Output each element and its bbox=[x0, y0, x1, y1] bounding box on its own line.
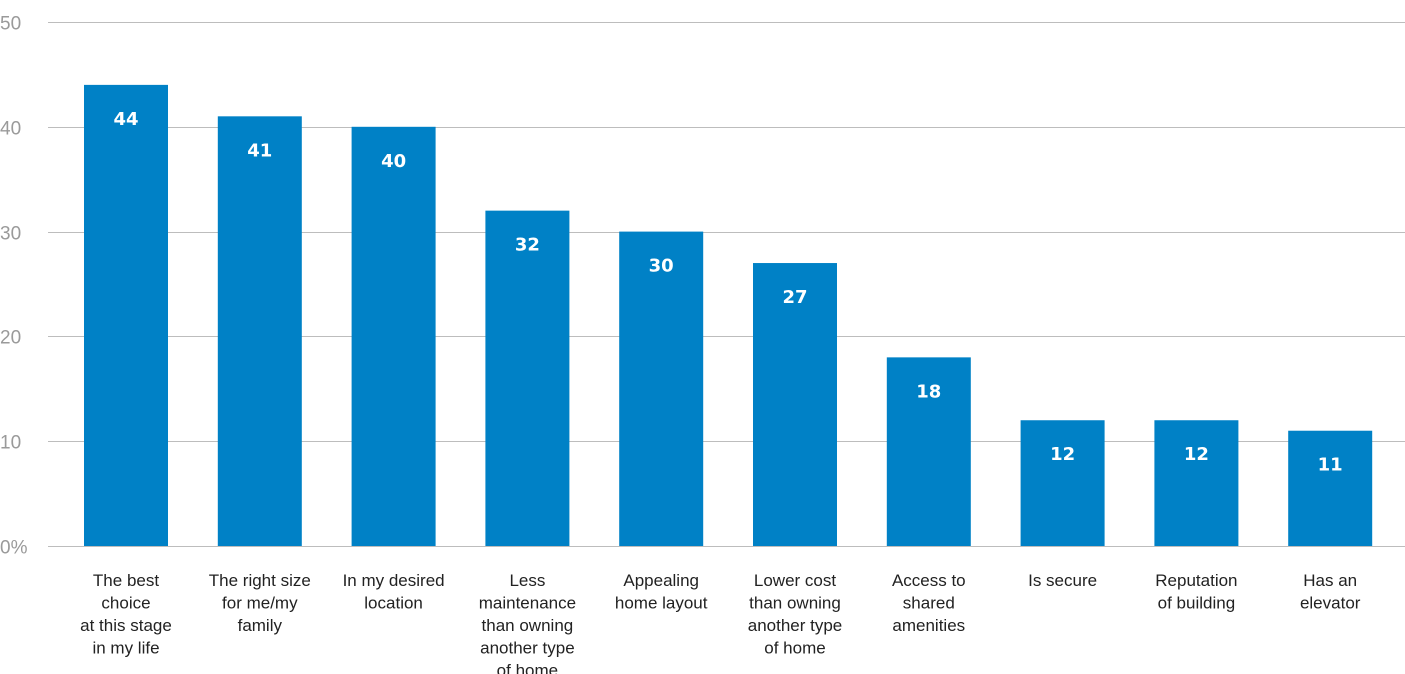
bar bbox=[886, 357, 971, 546]
x-category-label-line: Less bbox=[509, 571, 545, 590]
x-category-label-line: Access to bbox=[892, 571, 966, 590]
x-category-label: Less maintenance than owning another type of… bbox=[479, 571, 576, 674]
bar-value-label: 41 bbox=[247, 140, 272, 161]
x-category-label: In my desired location bbox=[343, 571, 445, 613]
x-category-label-line: home layout bbox=[615, 594, 708, 613]
x-category-label-line: in my life bbox=[92, 639, 159, 658]
x-category-label-line: of building bbox=[1158, 594, 1236, 613]
bar bbox=[217, 116, 302, 546]
bar-value-label: 12 bbox=[1050, 444, 1075, 465]
x-category-label-line: maintenance bbox=[479, 594, 576, 613]
bar bbox=[619, 231, 704, 546]
x-category-label-line: Lower cost bbox=[754, 571, 836, 590]
bar bbox=[485, 210, 570, 546]
x-category-label: Access to shared amenities bbox=[892, 571, 966, 635]
x-category-label-line: for me/my bbox=[222, 594, 298, 613]
bar bbox=[1020, 420, 1105, 546]
x-category-label: The right size for me/my family bbox=[209, 571, 311, 635]
bar bbox=[1154, 420, 1239, 546]
x-category-label-line: of home bbox=[764, 639, 825, 658]
bar bbox=[1288, 430, 1373, 546]
x-category-label-line: at this stage bbox=[80, 616, 172, 635]
x-axis-category-labels: The best choice at this stage in my lifeThe… bbox=[80, 571, 1361, 674]
y-tick-label: 20 bbox=[0, 328, 21, 349]
x-category-label-line: Appealing bbox=[623, 571, 699, 590]
x-category-label: Lower cost than owning another type of home bbox=[748, 571, 843, 658]
x-category-label: Has an elevator bbox=[1300, 571, 1361, 613]
bar-value-label: 18 bbox=[916, 381, 941, 402]
bar-value-label: 27 bbox=[782, 287, 807, 308]
y-tick-label: 30 bbox=[0, 224, 21, 245]
bar-value-label: 40 bbox=[381, 151, 406, 172]
x-category-label-line: shared bbox=[903, 594, 955, 613]
bar-value-label: 12 bbox=[1184, 444, 1209, 465]
bars bbox=[84, 84, 1373, 547]
x-category-label: Appealing home layout bbox=[615, 571, 708, 613]
bar bbox=[753, 263, 837, 546]
x-category-label-line: than owning bbox=[482, 616, 574, 635]
x-category-label-line: location bbox=[364, 594, 423, 613]
y-tick-label: 0% bbox=[0, 538, 28, 559]
y-tick-label: 40 bbox=[0, 119, 21, 140]
x-category-label-line: another type bbox=[480, 639, 575, 658]
x-category-label-line: than owning bbox=[749, 594, 841, 613]
x-category-label: Is secure bbox=[1028, 571, 1097, 590]
x-category-label-line: amenities bbox=[892, 616, 965, 635]
bar bbox=[84, 84, 168, 546]
x-category-label: Reputation of building bbox=[1155, 571, 1237, 613]
bar-value-label: 32 bbox=[515, 235, 540, 256]
y-tick-label: 10 bbox=[0, 433, 21, 454]
x-category-label-line: choice bbox=[101, 594, 150, 613]
x-category-label-line: elevator bbox=[1300, 594, 1361, 613]
y-tick-label: 50 bbox=[0, 14, 21, 35]
bar-value-labels: 44 41 40 32 30 27 18 12 12 11 bbox=[113, 109, 1342, 476]
x-category-label-line: In my desired bbox=[343, 571, 445, 590]
bar-value-label: 44 bbox=[113, 109, 138, 130]
x-category-label-line: Has an bbox=[1303, 571, 1357, 590]
y-axis-tick-labels: 0% 10 20 30 40 50 bbox=[0, 14, 28, 559]
bar-value-label: 11 bbox=[1318, 455, 1343, 476]
x-category-label-line: The right size bbox=[209, 571, 311, 590]
x-category-label-line: of home bbox=[497, 661, 558, 674]
bar-value-label: 30 bbox=[649, 256, 674, 277]
x-category-label-line: another type bbox=[748, 616, 843, 635]
x-category-label-line: Reputation bbox=[1155, 571, 1237, 590]
bar bbox=[351, 126, 436, 547]
x-category-label-line: family bbox=[238, 616, 283, 635]
x-category-label-line: The best bbox=[93, 571, 159, 590]
x-category-label-line: Is secure bbox=[1028, 571, 1097, 590]
x-category-label: The best choice at this stage in my life bbox=[80, 571, 172, 658]
